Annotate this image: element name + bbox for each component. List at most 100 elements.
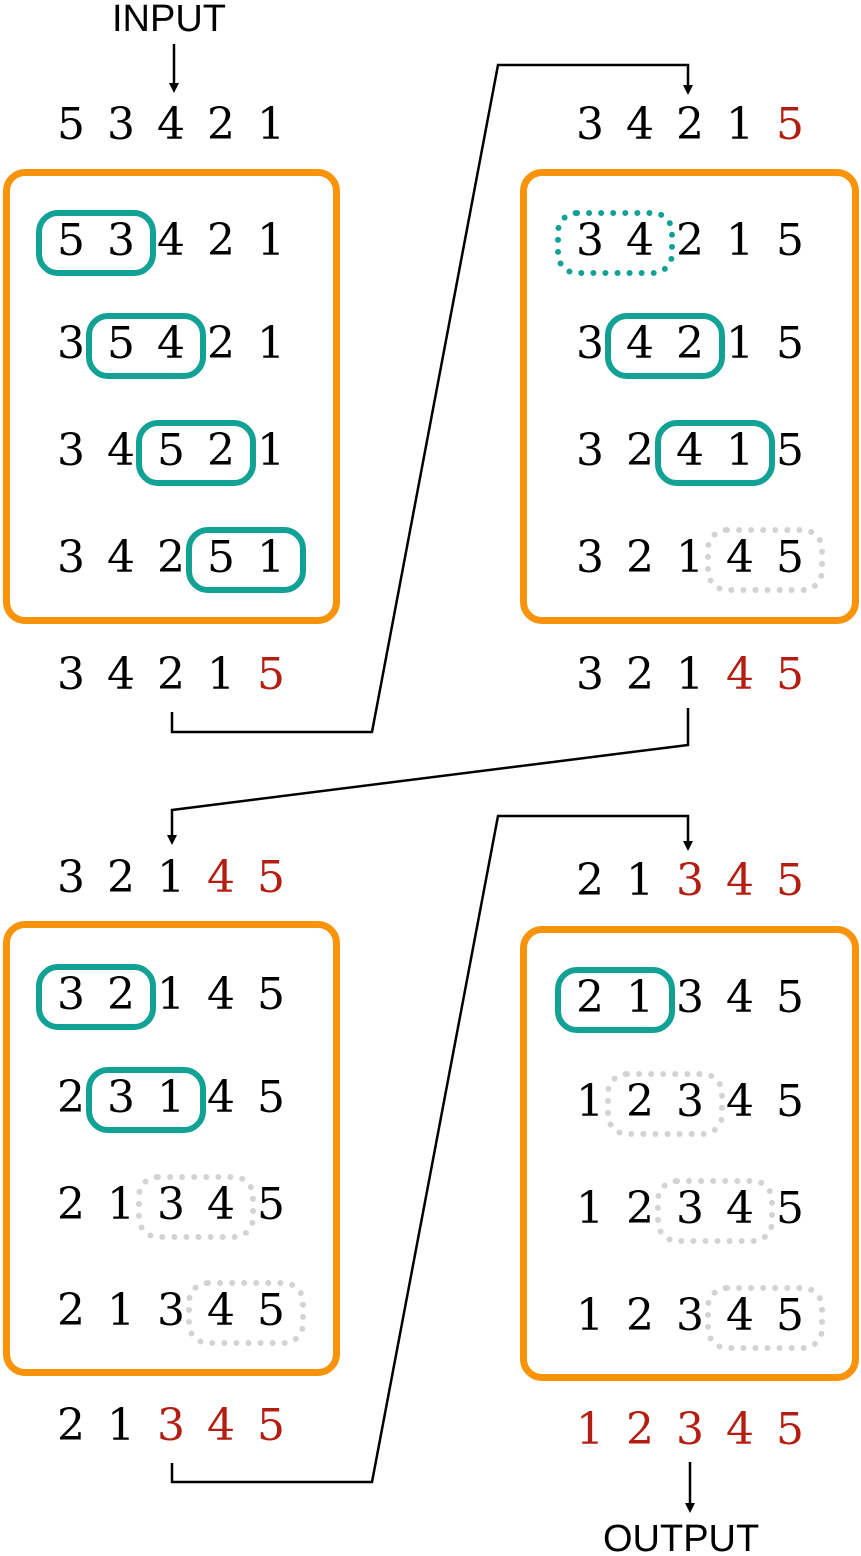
step-digit: 5 (257, 1072, 285, 1123)
pass-output-digit: 3 (576, 649, 604, 700)
pass-input-digit: 3 (57, 852, 85, 903)
pass-input-digit: 1 (157, 852, 185, 903)
step-digit: 2 (157, 532, 185, 583)
step-digit: 3 (676, 972, 704, 1023)
swap-pair-highlight (186, 527, 306, 593)
step-digit: 4 (726, 1183, 754, 1234)
swap-pair-highlight (36, 210, 156, 276)
pass-input-digit: 3 (107, 99, 135, 150)
skipped-pair-highlight (705, 527, 825, 593)
step-digit: 3 (576, 532, 604, 583)
step-digit: 3 (576, 425, 604, 476)
skipped-pair-highlight (655, 1178, 775, 1244)
step-digit: 5 (776, 972, 804, 1023)
pass-output-digit: 2 (57, 1400, 85, 1451)
step-digit: 1 (257, 425, 285, 476)
pass-input-digit: 5 (776, 855, 804, 906)
step-digit: 4 (626, 318, 654, 369)
pass-box (3, 921, 340, 1376)
pass-input-digit: 5 (57, 99, 85, 150)
pass-output-digit: 3 (157, 1400, 185, 1451)
step-digit: 1 (676, 532, 704, 583)
pass-box (520, 169, 859, 624)
step-digit: 2 (207, 425, 235, 476)
pass-input-digit: 3 (576, 99, 604, 150)
swap-pair-highlight (36, 964, 156, 1030)
step-digit: 1 (576, 1076, 604, 1127)
skipped-pair-highlight (186, 1280, 306, 1346)
step-digit: 1 (726, 215, 754, 266)
pass-output-digit: 3 (676, 1404, 704, 1455)
connector-pass3-to-pass4 (170, 814, 693, 1484)
step-digit: 4 (726, 1076, 754, 1127)
step-digit: 1 (157, 969, 185, 1020)
swap-pair-highlight (555, 967, 675, 1033)
pass-input-digit: 1 (726, 99, 754, 150)
step-digit: 5 (257, 1285, 285, 1336)
pass-input-digit: 2 (576, 855, 604, 906)
step-digit: 4 (207, 969, 235, 1020)
step-digit: 3 (157, 1179, 185, 1230)
step-digit: 1 (576, 1183, 604, 1234)
step-digit: 2 (57, 1072, 85, 1123)
step-digit: 2 (207, 215, 235, 266)
step-digit: 1 (257, 532, 285, 583)
pass-output-digit: 1 (207, 649, 235, 700)
pass-output-digit: 1 (107, 1400, 135, 1451)
pass-input-digit: 4 (726, 855, 754, 906)
step-digit: 3 (57, 318, 85, 369)
pass-box (3, 169, 340, 624)
pass-output-digit: 5 (776, 1404, 804, 1455)
step-digit: 5 (257, 969, 285, 1020)
pass-input-digit: 5 (776, 99, 804, 150)
step-digit: 5 (776, 1076, 804, 1127)
step-digit: 3 (676, 1290, 704, 1341)
pass-input-digit: 2 (207, 99, 235, 150)
skipped-pair-highlight (605, 1071, 725, 1137)
step-digit: 2 (107, 969, 135, 1020)
step-digit: 5 (776, 1290, 804, 1341)
pass-input-digit: 1 (257, 99, 285, 150)
pass-output-digit: 4 (726, 649, 754, 700)
step-digit: 4 (157, 215, 185, 266)
step-digit: 5 (776, 532, 804, 583)
step-digit: 1 (576, 1290, 604, 1341)
step-digit: 4 (726, 972, 754, 1023)
pass-output-digit: 2 (626, 649, 654, 700)
step-digit: 1 (726, 425, 754, 476)
step-digit: 2 (626, 1076, 654, 1127)
output-label: OUTPUT (603, 1518, 760, 1556)
pass-output-digit: 4 (207, 1400, 235, 1451)
step-digit: 4 (107, 532, 135, 583)
step-digit: 4 (726, 1290, 754, 1341)
step-digit: 3 (57, 969, 85, 1020)
step-digit: 2 (676, 215, 704, 266)
step-digit: 2 (626, 532, 654, 583)
step-digit: 4 (207, 1285, 235, 1336)
pass-output-digit: 1 (676, 649, 704, 700)
step-digit: 4 (626, 215, 654, 266)
swap-pair-highlight (86, 1067, 206, 1133)
skipped-pair-highlight (705, 1285, 825, 1351)
pass-output-digit: 4 (107, 649, 135, 700)
swap-pair-highlight (605, 313, 725, 379)
step-digit: 4 (107, 425, 135, 476)
input-label: INPUT (112, 0, 226, 40)
step-digit: 3 (576, 215, 604, 266)
pass-box (520, 926, 859, 1381)
pass-input-digit: 4 (207, 852, 235, 903)
step-digit: 1 (257, 318, 285, 369)
compare-pair-highlight (555, 210, 675, 276)
pass-output-digit: 2 (157, 649, 185, 700)
pass-input-digit: 2 (107, 852, 135, 903)
step-digit: 1 (726, 318, 754, 369)
step-digit: 2 (207, 318, 235, 369)
pass-output-digit: 5 (776, 649, 804, 700)
step-digit: 2 (676, 318, 704, 369)
step-digit: 2 (626, 425, 654, 476)
step-digit: 5 (257, 1179, 285, 1230)
step-digit: 3 (576, 318, 604, 369)
step-digit: 5 (207, 532, 235, 583)
